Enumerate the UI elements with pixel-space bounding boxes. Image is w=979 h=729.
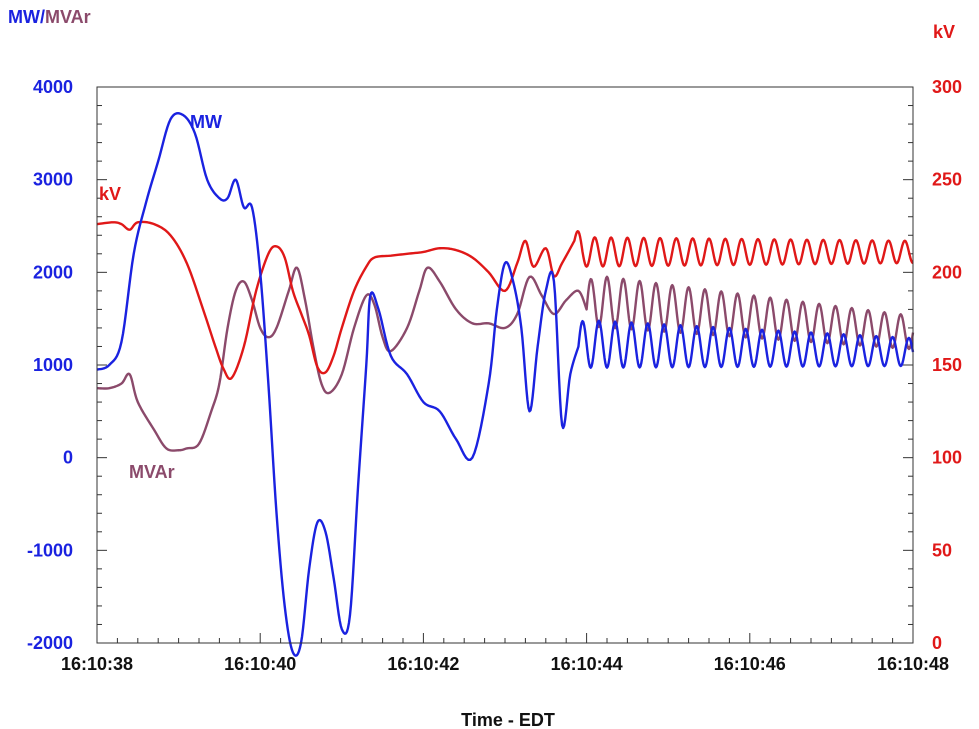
axis-tick-labels: 16:10:38 16:10:40 16:10:42 16:10:44 16:10:46… [27, 77, 962, 674]
x-tick-label: 16:10:42 [387, 654, 459, 674]
y-right-tick-label: 100 [932, 448, 962, 468]
y-right-tick-label: 0 [932, 633, 942, 653]
x-tick-label: 16:10:38 [61, 654, 133, 674]
y-axis-left-label-mw: MW [8, 7, 40, 27]
series-line-mw [96, 112, 915, 657]
y-left-tick-label: 1000 [33, 355, 73, 375]
y-right-tick-label: 150 [932, 355, 962, 375]
y-right-tick-label: 250 [932, 170, 962, 190]
series-lines [96, 112, 915, 657]
series-line-kv [96, 220, 914, 381]
y-left-tick-label: -2000 [27, 633, 73, 653]
y-left-tick-label: 2000 [33, 262, 73, 282]
y-left-tick-label: 4000 [33, 77, 73, 97]
series-annotations: MW kV MVAr [99, 112, 222, 482]
y-right-tick-label: 50 [932, 540, 952, 560]
y-axis-left-label-slash: / [40, 7, 45, 27]
annotation-mvar: MVAr [129, 462, 175, 482]
annotation-mw: MW [190, 112, 222, 132]
y-axis-right-label: kV [933, 22, 955, 42]
y-right-tick-label: 300 [932, 77, 962, 97]
annotation-kv: kV [99, 184, 121, 204]
plot-area-frame [96, 86, 914, 644]
x-tick-label: 16:10:44 [551, 654, 623, 674]
y-axis-left-label-mvar: MVAr [45, 7, 91, 27]
x-tick-label: 16:10:46 [714, 654, 786, 674]
y-left-tick-label: 3000 [33, 170, 73, 190]
y-axis-left-label: MW/MVAr [8, 7, 91, 27]
y-right-tick-label: 200 [932, 262, 962, 282]
x-tick-label: 16:10:40 [224, 654, 296, 674]
x-tick-label: 16:10:48 [877, 654, 949, 674]
x-axis-label: Time - EDT [461, 710, 555, 729]
axis-ticks [96, 86, 914, 644]
y-left-tick-label: -1000 [27, 540, 73, 560]
y-left-tick-label: 0 [63, 448, 73, 468]
